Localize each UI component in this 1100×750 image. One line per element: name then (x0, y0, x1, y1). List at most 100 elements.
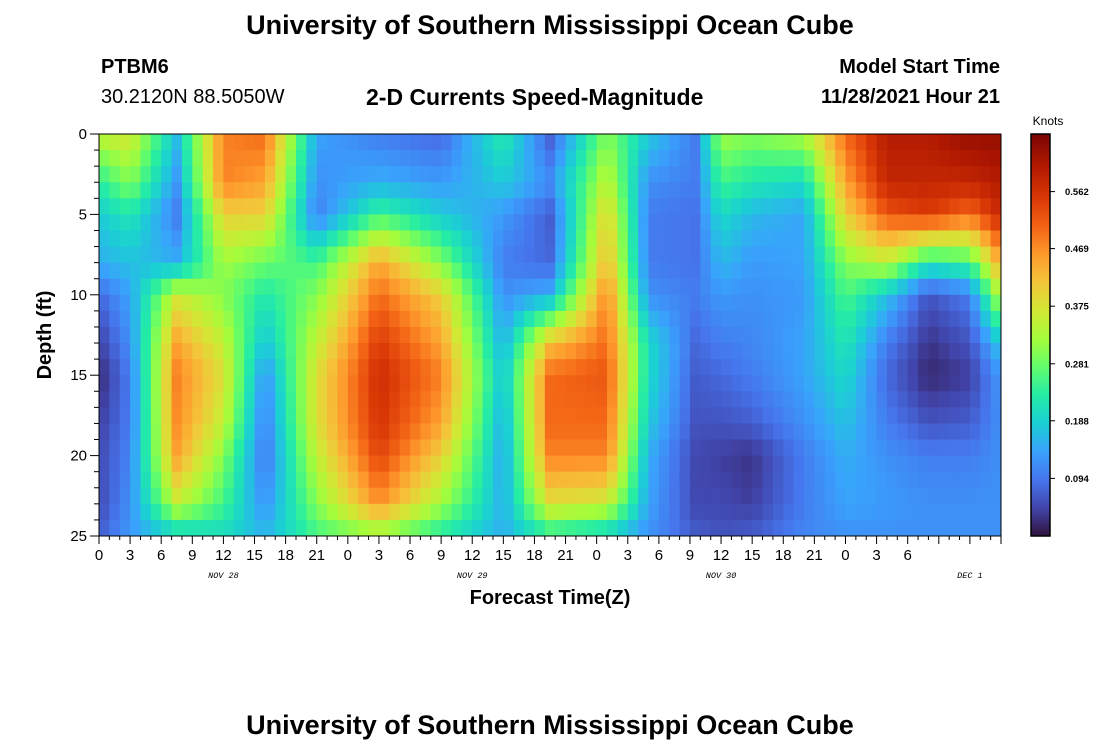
heatmap-cell (264, 166, 276, 183)
heatmap-cell (648, 519, 660, 536)
heatmap-cell (835, 214, 847, 232)
heatmap-cell (648, 294, 660, 312)
heatmap-cell (99, 487, 111, 505)
heatmap-cell (793, 391, 805, 409)
heatmap-cell (731, 198, 743, 216)
heatmap-cell (410, 294, 422, 312)
heatmap-cell (710, 375, 722, 392)
heatmap-cell (648, 391, 660, 409)
heatmap-cell (555, 198, 567, 216)
heatmap-cell (420, 423, 432, 441)
heatmap-cell (275, 246, 287, 264)
heatmap-cell (358, 407, 370, 425)
heatmap-cell (938, 343, 950, 360)
heatmap-cell (192, 423, 204, 441)
heatmap-cell (897, 262, 909, 280)
heatmap-cell (596, 375, 608, 392)
heatmap-cell (420, 519, 432, 536)
heatmap-cell (410, 407, 422, 425)
heatmap-cell (617, 326, 629, 344)
heatmap-cell (855, 487, 867, 505)
heatmap-cell (513, 391, 525, 409)
heatmap-cell (928, 134, 940, 151)
heatmap-cell (990, 407, 1001, 425)
heatmap-cell (949, 439, 961, 457)
heatmap-cell (119, 423, 131, 441)
heatmap-cell (762, 503, 774, 521)
heatmap-cell (855, 166, 867, 183)
heatmap-cell (658, 503, 670, 521)
heatmap-cell (399, 343, 411, 360)
heatmap-cell (368, 487, 380, 505)
heatmap-cell (264, 310, 276, 328)
heatmap-cell (762, 423, 774, 441)
heatmap-cell (264, 262, 276, 280)
heatmap-cell (264, 182, 276, 200)
heatmap-cell (306, 407, 318, 425)
heatmap-cell (451, 294, 463, 312)
heatmap-cell (150, 166, 162, 183)
heatmap-cell (233, 262, 245, 280)
heatmap-cell (886, 182, 899, 200)
heatmap-cell (285, 343, 297, 360)
heatmap-cell (337, 310, 349, 328)
heatmap-cell (150, 375, 162, 392)
heatmap-cell (295, 455, 308, 473)
heatmap-cell (430, 359, 442, 376)
heatmap-cell (783, 359, 795, 376)
heatmap-cell (482, 246, 494, 264)
heatmap-cell (938, 230, 950, 248)
heatmap-cell (430, 230, 442, 248)
heatmap-cell (918, 407, 930, 425)
heatmap-cell (969, 519, 981, 536)
heatmap-cell (171, 326, 183, 344)
heatmap-cell (233, 294, 245, 312)
heatmap-cell (99, 230, 111, 248)
heatmap-cell (150, 519, 162, 536)
heatmap-cell (886, 471, 899, 489)
heatmap-cell (928, 375, 940, 392)
heatmap-cell (430, 294, 442, 312)
heatmap-cell (378, 326, 390, 344)
heatmap-cell (793, 198, 805, 216)
heatmap-cell (503, 246, 515, 264)
x-tick-label: 6 (655, 547, 663, 564)
heatmap-cell (130, 343, 142, 360)
heatmap-cell (441, 278, 453, 296)
heatmap-cell (119, 326, 131, 344)
heatmap-cell (938, 214, 950, 232)
heatmap-cell (441, 503, 453, 521)
heatmap-cell (285, 375, 297, 392)
heatmap-cell (866, 439, 878, 457)
chart-subtitle: 2-D Currents Speed-Magnitude (366, 84, 704, 110)
heatmap-cell (389, 294, 401, 312)
heatmap-cell (275, 278, 287, 296)
heatmap-cell (897, 439, 909, 457)
x-tick-label: 3 (375, 547, 383, 564)
heatmap-cell (285, 214, 297, 232)
heatmap-cell (420, 375, 432, 392)
heatmap-cell (109, 503, 121, 521)
heatmap-cell (886, 262, 899, 280)
heatmap-cell (150, 359, 162, 376)
heatmap-cell (575, 262, 587, 280)
heatmap-cell (109, 310, 121, 328)
heatmap-cell (99, 519, 111, 536)
heatmap-cell (285, 230, 297, 248)
heatmap-cell (544, 407, 556, 425)
heatmap-cell (907, 455, 919, 473)
heatmap-cell (368, 519, 380, 536)
x-tick-label: 6 (157, 547, 165, 564)
heatmap-cell (907, 407, 919, 425)
heatmap-cell (534, 503, 546, 521)
heatmap-cell (575, 246, 587, 264)
heatmap-cell (824, 423, 836, 441)
heatmap-cell (938, 166, 950, 183)
heatmap-cell (897, 310, 909, 328)
heatmap-cell (679, 375, 691, 392)
heatmap-cell (607, 150, 619, 167)
heatmap-cell (513, 198, 525, 216)
heatmap-cell (824, 439, 836, 457)
heatmap-cell (472, 262, 484, 280)
heatmap-cell (99, 375, 111, 392)
